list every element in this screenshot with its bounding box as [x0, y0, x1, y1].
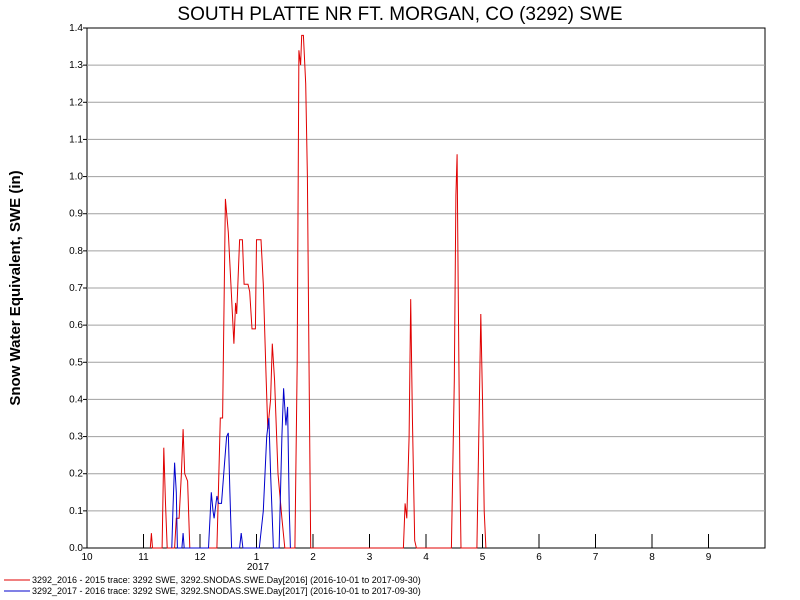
x-tick-label: 4 — [423, 552, 429, 563]
legend-entry: 3292_2016 - 2015 trace: 3292 SWE, 3292.S… — [32, 575, 421, 585]
x-tick-label: 5 — [480, 552, 486, 563]
y-tick-label: 0.3 — [69, 432, 83, 443]
y-tick-label: 1.3 — [69, 60, 83, 71]
series-layer — [149, 34, 487, 549]
x-tick-label: 2 — [310, 552, 316, 563]
y-tick-label: 0.4 — [69, 394, 83, 405]
grid — [87, 64, 765, 548]
y-tick-label: 1.2 — [69, 97, 83, 108]
axis-ticks: 0.0 0.1 0.2 0.3 0.4 0.5 0.6 0.7 0.8 0.9 1.0 1.1 1.2 1… — [69, 23, 712, 563]
x-tick-label: 9 — [706, 552, 712, 563]
x-tick-label: 10 — [81, 552, 93, 563]
y-tick-label: 1.0 — [69, 172, 83, 183]
legend-entry: 3292_2017 - 2016 trace: 3292 SWE, 3292.S… — [32, 586, 421, 596]
series-line-2 — [171, 388, 291, 549]
y-tick-label: 0.5 — [69, 357, 83, 368]
x-tick-label: 3 — [367, 552, 373, 563]
y-tick-label: 0.9 — [69, 209, 83, 220]
legend: 3292_2016 - 2015 trace: 3292 SWE, 3292.S… — [4, 575, 421, 596]
x-tick-label: 8 — [649, 552, 655, 563]
chart-title: SOUTH PLATTE NR FT. MORGAN, CO (3292) SW… — [177, 4, 622, 25]
x-tick-label: 12 — [194, 552, 206, 563]
x-tick-label: 6 — [536, 552, 542, 563]
y-tick-label: 0.1 — [69, 506, 83, 517]
y-tick-label: 0.8 — [69, 246, 83, 257]
y-tick-label: 1.4 — [69, 23, 83, 34]
y-tick-label: 0.7 — [69, 283, 83, 294]
y-tick-label: 0.2 — [69, 469, 83, 480]
x-tick-label: 7 — [593, 552, 599, 563]
y-axis-label: Snow Water Equivalent, SWE (in) — [7, 170, 24, 405]
y-tick-label: 0.6 — [69, 320, 83, 331]
x-tick-label: 11 — [138, 552, 149, 563]
y-tick-label: 0.0 — [69, 543, 83, 554]
x-tick-label: 1 — [254, 552, 260, 563]
year-label: 2017 — [247, 562, 270, 573]
series-line-1 — [149, 34, 487, 549]
y-tick-label: 1.1 — [69, 134, 83, 145]
